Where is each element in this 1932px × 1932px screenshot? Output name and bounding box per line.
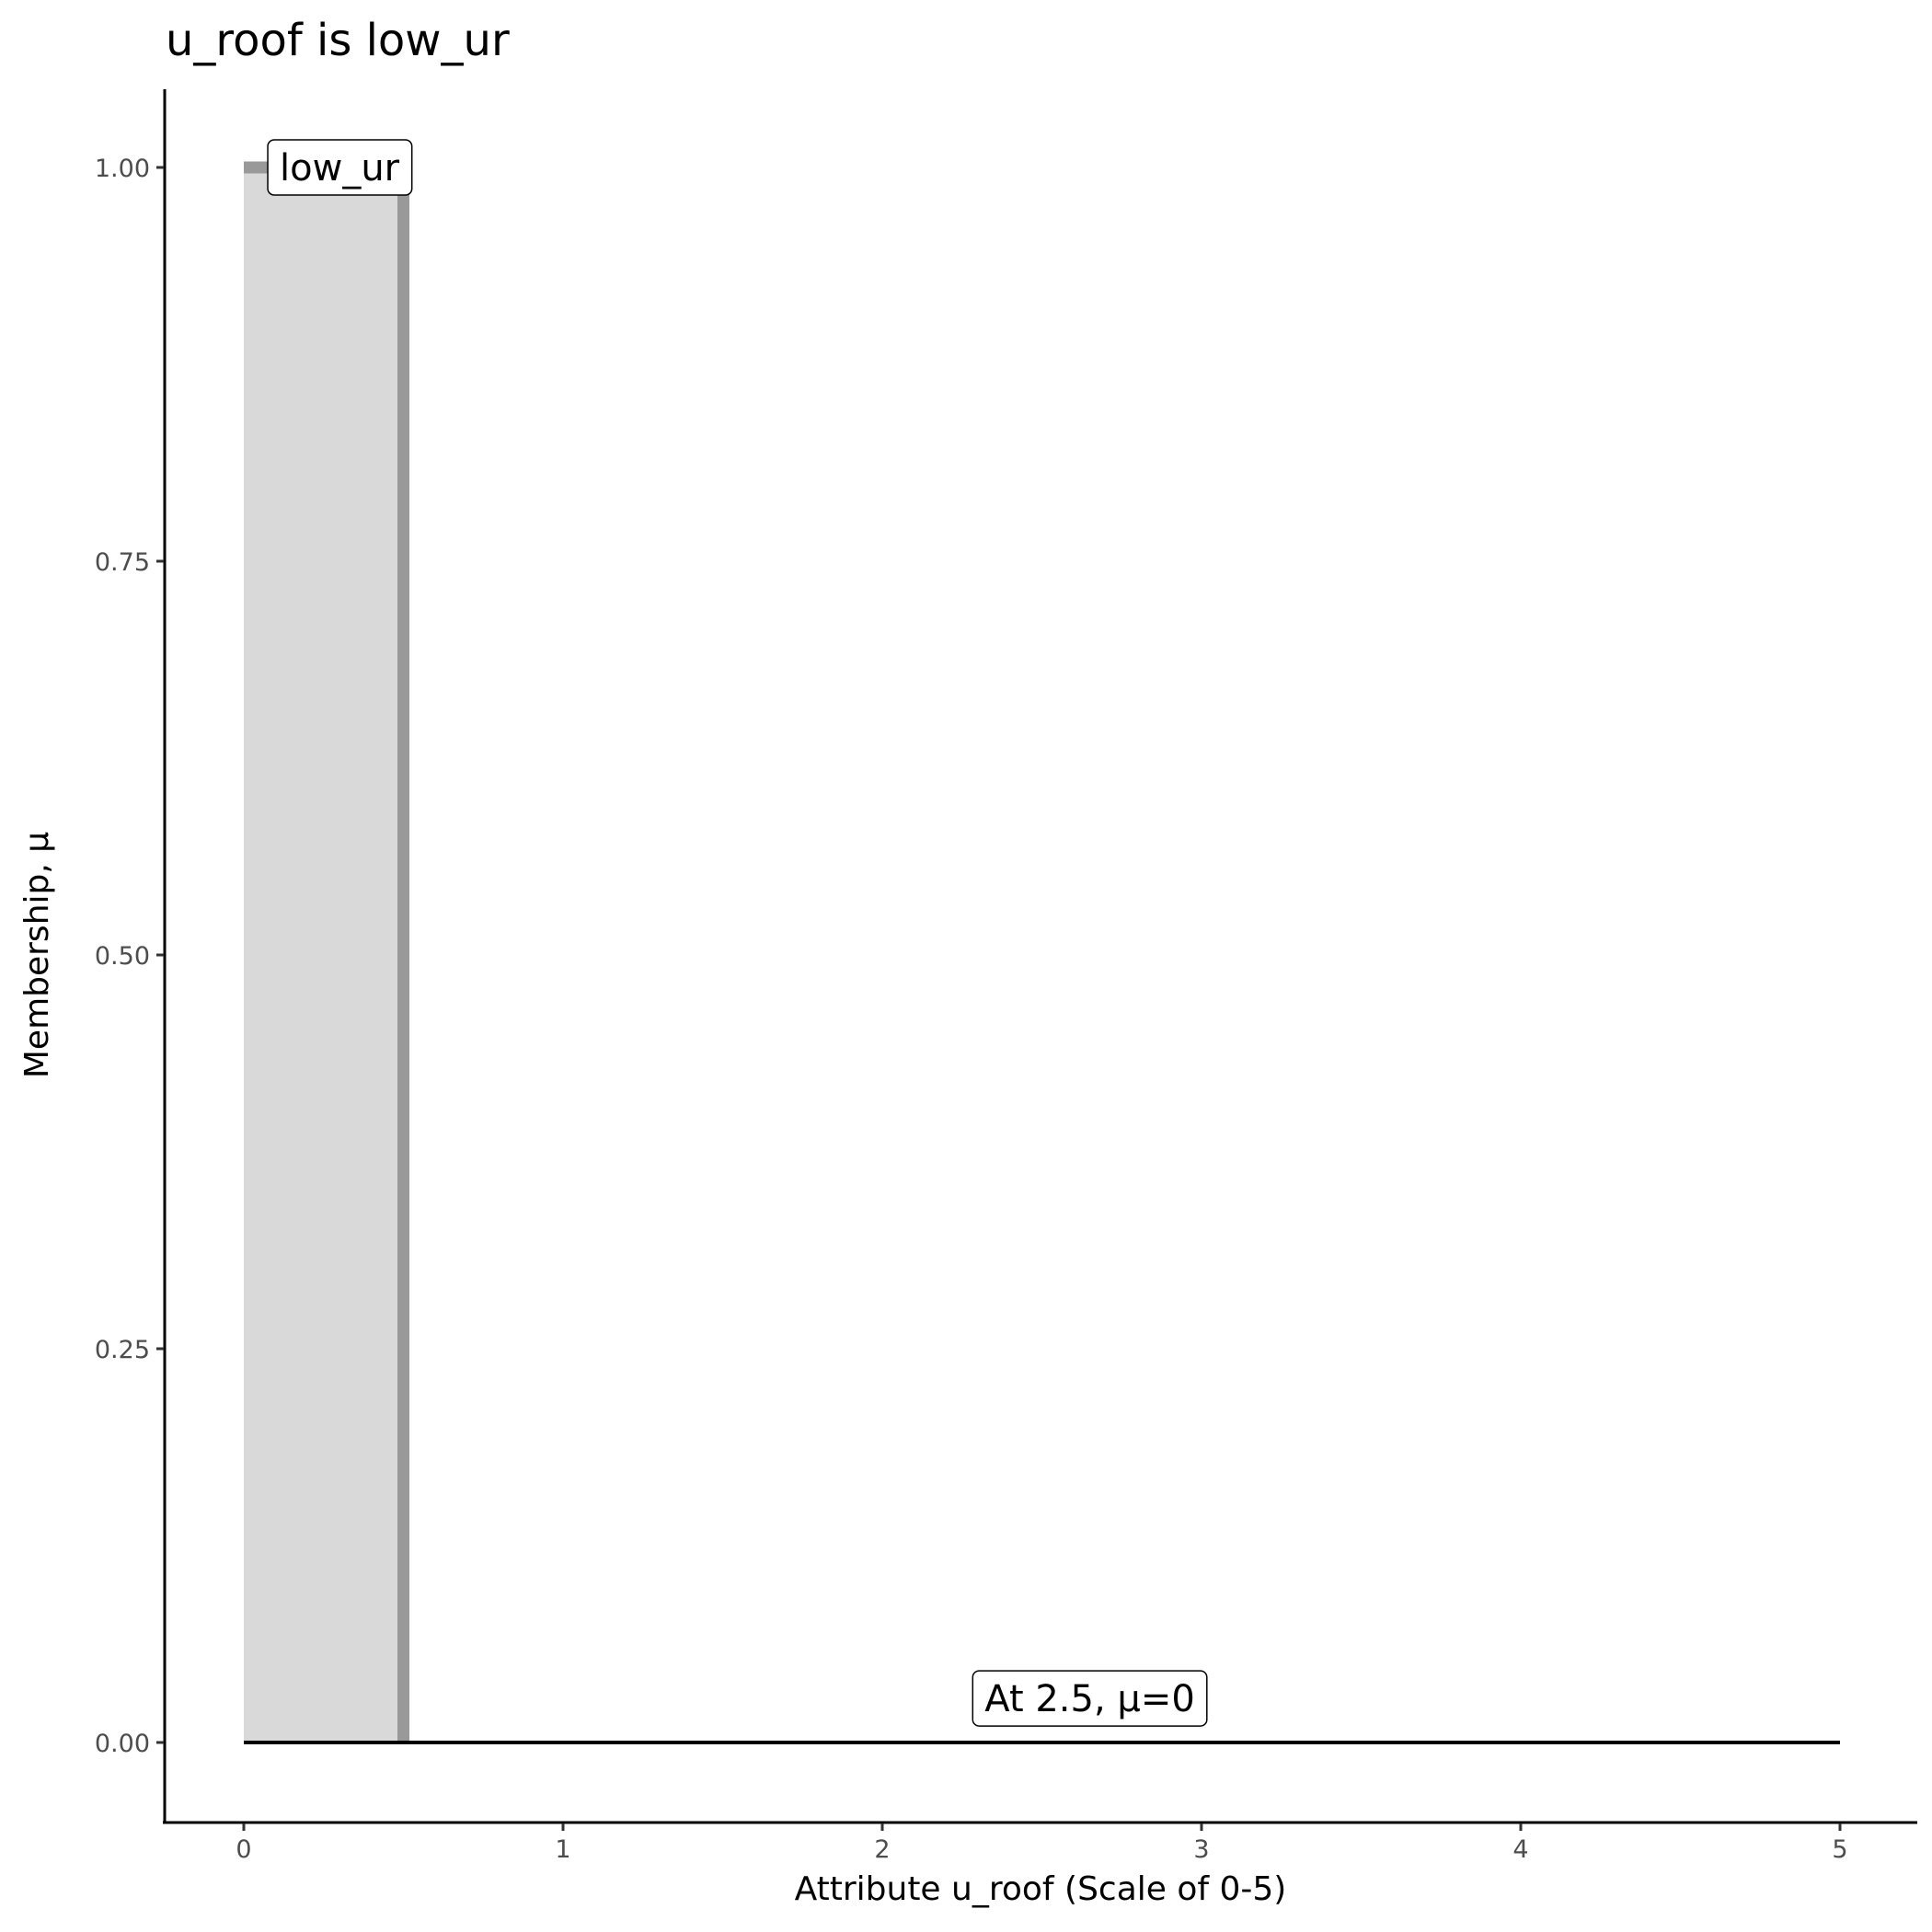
annotation-label: At 2.5, μ=0: [972, 1670, 1208, 1727]
annotation-box: [972, 1670, 1208, 1727]
y-axis-title: Membership, μ: [18, 832, 56, 1078]
y-tick-label: 0.75: [95, 548, 150, 577]
annotation-text: At 2.5, μ=0: [984, 1678, 1195, 1720]
x-tick-label: 4: [1512, 1835, 1528, 1864]
y-tick-label: 0.25: [95, 1336, 150, 1364]
x-tick-label: 3: [1193, 1835, 1209, 1864]
annotation-text: low_ur: [280, 147, 400, 190]
y-tick-label: 1.00: [95, 155, 150, 183]
chart-title: u_roof is low_ur: [166, 15, 510, 66]
x-tick-label: 5: [1832, 1835, 1847, 1864]
membership-fill: [244, 167, 404, 1742]
y-tick-label: 0.00: [95, 1730, 150, 1758]
x-tick-label: 1: [555, 1835, 570, 1864]
annotation-box: [267, 139, 413, 196]
x-tick-label: 2: [874, 1835, 890, 1864]
x-tick-label: 0: [236, 1835, 251, 1864]
y-tick-label: 0.50: [95, 942, 150, 971]
x-axis-title: Attribute u_roof (Scale of 0-5): [795, 1870, 1287, 1908]
annotation-label: low_ur: [267, 139, 413, 196]
